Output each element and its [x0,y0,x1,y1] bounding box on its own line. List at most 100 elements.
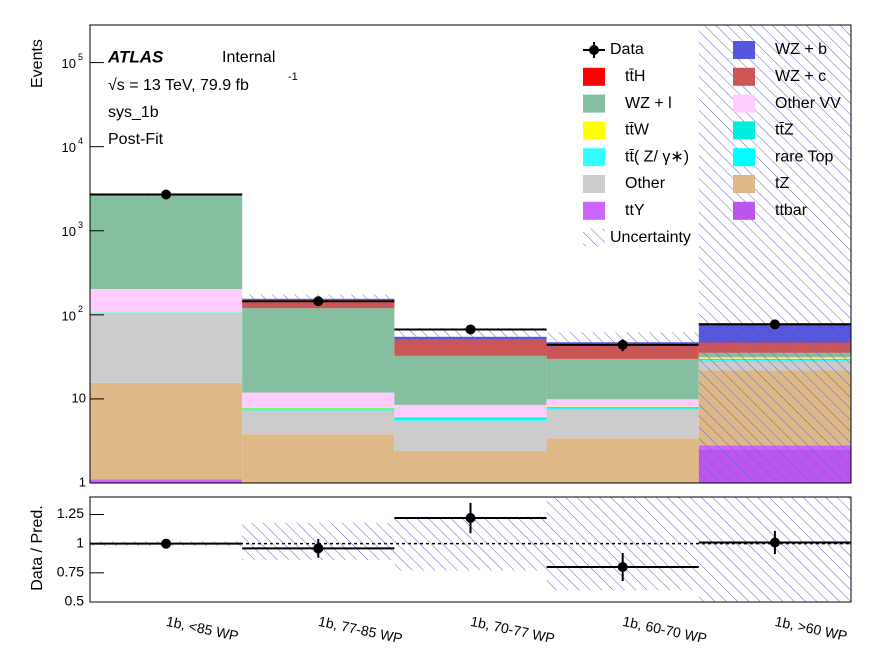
stack-segment [90,194,243,290]
stack-segment [242,567,394,592]
y-tick-label: 1 [76,534,84,550]
stack-segment [546,409,699,439]
legend-label: tt̄W [625,122,650,139]
x-tick-label: 1b, 77-85 WP [317,613,404,646]
y-tick-label: 10 [62,308,76,323]
legend-label: WZ + c [775,68,826,85]
y-tick-exponent: 4 [78,136,83,146]
status: Internal [222,49,275,66]
stack-segment [242,410,395,435]
energy: √s = 13 TeV, 79.9 fb [108,77,249,94]
data-point [617,339,628,350]
main-plot [90,25,851,592]
ratio-point [617,562,628,572]
stack-segment [90,479,243,482]
x-tick-label: 1b, 70-77 WP [469,613,556,646]
stack-segment [242,308,395,393]
y-tick-exponent: 5 [78,52,83,62]
stack-segment [90,382,243,480]
legend-label: Other [625,175,666,192]
stack-segment [546,399,699,407]
data-point [161,189,172,200]
stack-segment [394,420,547,452]
stack-segment [394,355,547,405]
ratio-plot [90,497,851,602]
ratio-point [465,513,476,523]
legend-swatch [733,201,755,220]
legend-label: ttY [625,202,645,219]
y-tick-label: 10 [62,224,76,239]
y-tick-label: 10 [62,56,76,71]
stack-segment [546,407,699,409]
main-frame [89,24,852,484]
y-tick-label: 1.25 [57,505,84,521]
stack-segment [242,392,395,408]
ratio-axis-title: Data / Pred. [29,505,46,590]
y-tick-label: 1 [79,474,86,489]
stack-segment [394,567,546,592]
experiment: ATLAS [107,47,164,66]
fit: Post-Fit [108,131,164,148]
stack-segment [242,434,395,483]
stack-segment [242,408,395,410]
legend-marker [589,45,599,55]
stack-segment [394,404,547,417]
data-point [769,319,780,330]
stack-segment [242,407,395,409]
legend-label: Other VV [775,95,841,112]
legend-swatch [733,67,755,86]
stack-segment [394,420,547,421]
legend-label: Data [610,41,644,58]
legend-label: tt̄H [625,68,645,85]
uncertainty-band [394,327,547,344]
y-tick-label: 10 [62,140,76,155]
legend-swatch [733,175,755,193]
legend-swatch [583,121,605,140]
legend-label: rare Top [775,148,834,165]
legend-label: WZ + l [625,95,672,112]
legend-label: tt̄( Z/ γ∗) [625,148,689,165]
legend-swatch [583,201,605,220]
legend-swatch [583,148,605,167]
legend-swatch [583,228,605,247]
legend-swatch [583,175,605,193]
stack-segment [394,417,547,420]
stack-segment [546,438,699,483]
ratio-point [769,537,780,548]
x-tick-label: 1b, 60-70 WP [621,613,708,646]
legend-swatch [733,148,755,167]
uncertainty-band [698,25,851,483]
x-tick-label: 1b, >60 WP [774,613,849,644]
ratio-point [161,538,172,549]
region: sys_1b [108,104,159,121]
ratio-point [313,543,324,554]
stack-segment [90,289,243,313]
stack-segment [90,481,243,483]
data-point [313,296,324,307]
legend-swatch [733,121,755,140]
legend-swatch [733,41,755,59]
data-point [465,324,476,335]
legend-label: WZ + b [775,41,827,58]
y-tick-exponent: 2 [78,304,83,314]
y-tick-label: 10 [72,390,86,405]
legend-swatch [583,67,605,86]
stack-segment [546,358,699,400]
legend-swatch [733,94,755,113]
ratio-frame [89,496,852,603]
legend-label: ttbar [775,202,808,219]
stack-segment [394,419,547,421]
legend-label: Uncertainty [610,229,691,246]
y-tick-exponent: 3 [78,220,83,230]
stack-segment [394,451,547,483]
legend-swatch [583,94,605,113]
y-axis-title: Events [29,39,46,88]
stack-segment [90,312,243,383]
legend-label: tZ [775,175,789,192]
stack-segment [394,416,547,418]
y-tick-label: 0.75 [57,564,84,580]
x-tick-label: 1b, <85 WP [165,613,240,644]
legend-label: tt̄Z [775,122,794,139]
y-tick-label: 0.5 [65,593,85,609]
